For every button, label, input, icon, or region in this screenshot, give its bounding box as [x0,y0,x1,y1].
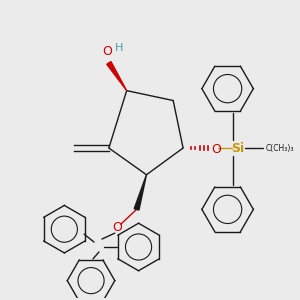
Text: O: O [102,45,112,58]
Text: H: H [115,43,123,53]
Text: C(CH₃)₃: C(CH₃)₃ [265,143,294,152]
Polygon shape [134,175,146,210]
Text: O: O [112,221,122,234]
Text: O: O [211,142,221,155]
Polygon shape [107,61,127,91]
Text: Si: Si [231,142,244,154]
